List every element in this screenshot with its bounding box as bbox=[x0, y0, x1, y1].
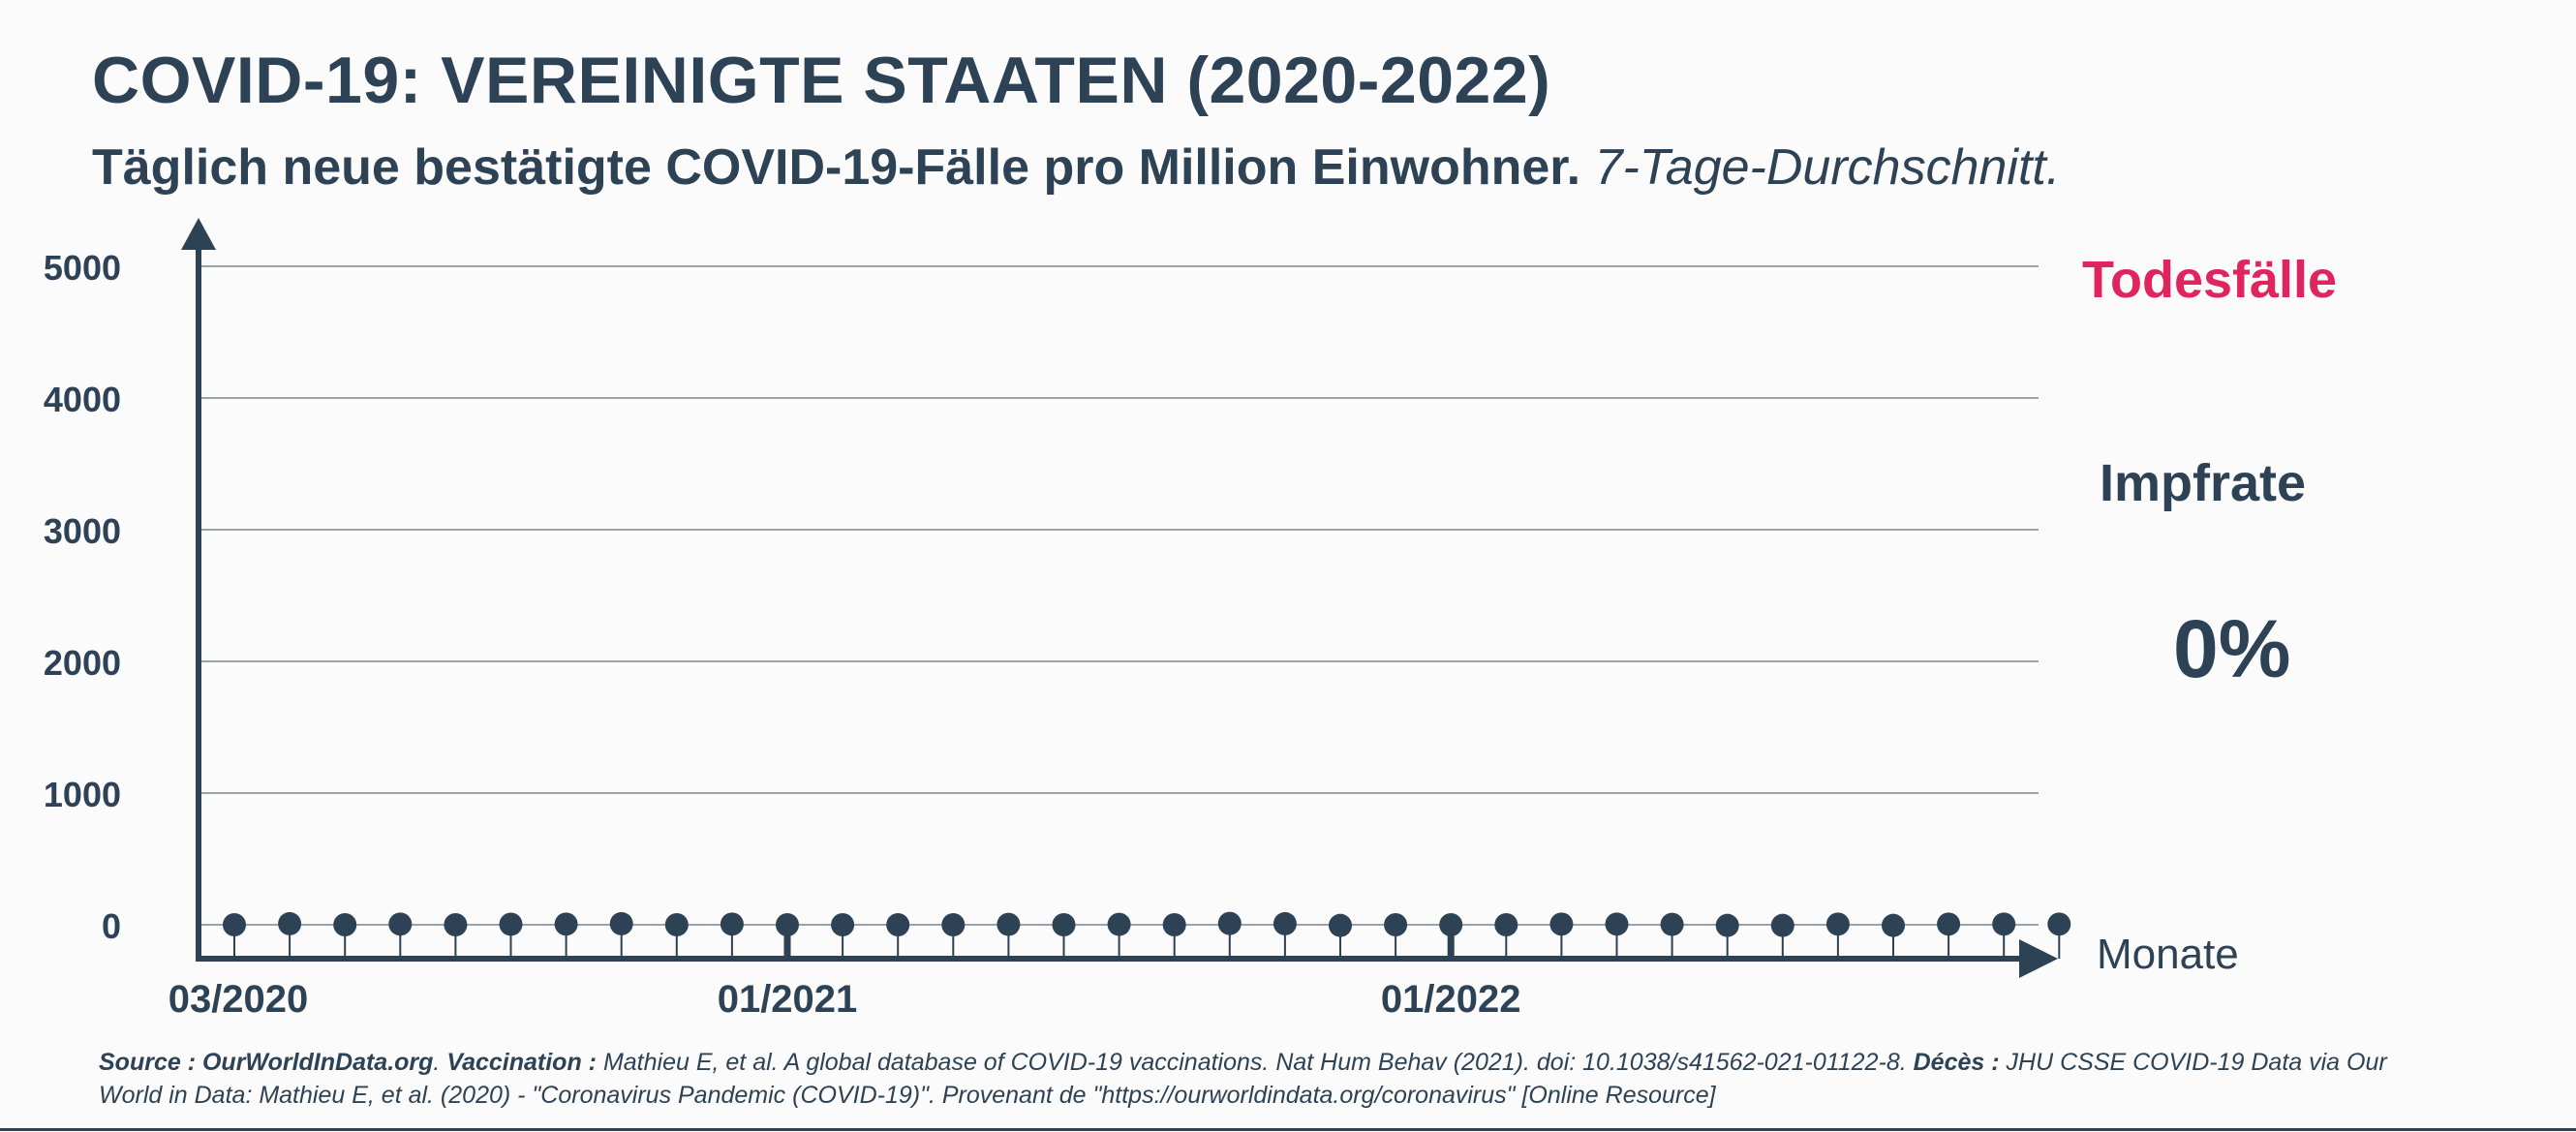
data-point bbox=[1439, 913, 1463, 936]
vaccination-label: Impfrate bbox=[2100, 454, 2307, 512]
data-point bbox=[1992, 912, 2016, 936]
data-point bbox=[609, 911, 633, 935]
y-tick-label: 2000 bbox=[44, 643, 121, 683]
data-point bbox=[776, 913, 799, 936]
data-point bbox=[1329, 913, 1352, 937]
data-point bbox=[1549, 912, 1574, 936]
data-point bbox=[499, 912, 523, 936]
data-point bbox=[886, 913, 910, 936]
data-point bbox=[1715, 913, 1739, 937]
data-point bbox=[1882, 913, 1905, 937]
data-point bbox=[1384, 913, 1408, 936]
data-point bbox=[831, 913, 855, 936]
data-point bbox=[1825, 912, 1850, 936]
deaths-label: Todesfälle bbox=[2082, 251, 2338, 309]
source-note: Source : OurWorldInData.org. Vaccination… bbox=[99, 1049, 2387, 1109]
data-point bbox=[941, 913, 966, 936]
data-point bbox=[997, 912, 1021, 936]
vaccination-source-text: Mathieu E, et al. A global database of C… bbox=[602, 1049, 1907, 1076]
chart-title: COVID-19: VEREINIGTE STAATEN (2020-2022) bbox=[92, 44, 1551, 117]
data-point bbox=[1107, 912, 1131, 936]
data-point bbox=[388, 912, 413, 936]
deaths-source-label: Décès : bbox=[1913, 1049, 2000, 1076]
vaccination-source-label: Vaccination : bbox=[446, 1049, 597, 1076]
data-point bbox=[1494, 913, 1518, 936]
data-point bbox=[664, 913, 689, 936]
data-point bbox=[554, 912, 578, 936]
vaccination-value: 0% bbox=[2173, 603, 2291, 694]
data-point bbox=[1660, 912, 1684, 936]
y-tick-label: 1000 bbox=[44, 775, 121, 814]
data-point bbox=[223, 913, 246, 936]
y-tick-label: 4000 bbox=[44, 380, 121, 419]
data-point bbox=[1937, 912, 1961, 936]
source-label: Source : bbox=[99, 1049, 197, 1076]
data-point bbox=[278, 911, 302, 935]
data-point bbox=[1605, 912, 1629, 936]
x-axis-label: Monate bbox=[2097, 931, 2239, 978]
x-tick-label: 01/2021 bbox=[718, 978, 858, 1021]
data-point bbox=[444, 913, 468, 936]
data-point bbox=[1217, 911, 1242, 935]
x-axis-arrow bbox=[2019, 939, 2058, 978]
y-tick-label: 5000 bbox=[44, 248, 121, 288]
x-tick-label: 01/2022 bbox=[1381, 978, 1521, 1021]
bottom-divider bbox=[0, 1128, 2576, 1131]
y-tick-label: 3000 bbox=[44, 511, 121, 551]
data-point bbox=[1273, 911, 1297, 935]
chart-subtitle: Täglich neue bestätigte COVID-19-Fälle p… bbox=[92, 138, 2060, 197]
subtitle-main: Täglich neue bestätigte COVID-19-Fälle p… bbox=[92, 139, 1581, 196]
subtitle-italic: 7-Tage-Durchschnitt. bbox=[1594, 139, 2061, 196]
data-point bbox=[333, 913, 357, 936]
x-tick-label: 03/2020 bbox=[169, 978, 309, 1021]
data-point bbox=[720, 912, 744, 936]
deaths-source-text: JHU CSSE COVID-19 Data via Our World in … bbox=[99, 1049, 2387, 1109]
source-site: OurWorldInData.org bbox=[201, 1049, 434, 1076]
y-tick-label: 0 bbox=[102, 906, 121, 946]
data-point bbox=[1770, 913, 1794, 937]
y-axis-arrow bbox=[181, 218, 216, 250]
data-point bbox=[1162, 913, 1186, 936]
data-point bbox=[1052, 913, 1076, 936]
data-point bbox=[2047, 912, 2071, 936]
